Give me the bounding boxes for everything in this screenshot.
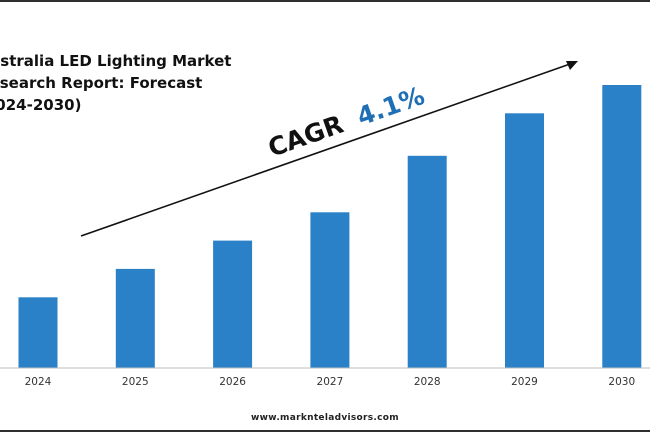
bars-group (18, 85, 642, 369)
x-tick-label-2024: 2024 (25, 376, 52, 388)
bar-2025 (115, 268, 155, 368)
x-tick-label-2026: 2026 (219, 376, 246, 388)
bottom-border (0, 430, 650, 432)
website-footer: www.marknteladvisors.com (251, 413, 399, 423)
chart-title-line-1: Australia LED Lighting Market (0, 52, 232, 70)
cagr-label: CAGR (264, 110, 347, 163)
chart-title: Australia LED Lighting Market Research R… (0, 50, 238, 116)
x-tick-label-2029: 2029 (511, 376, 538, 388)
chart-title-line-2: Research Report: Forecast (0, 74, 203, 92)
x-tick-label-2030: 2030 (608, 376, 635, 388)
x-tick-label-2028: 2028 (414, 376, 441, 388)
bar-2029 (505, 113, 544, 368)
bar-2030 (602, 85, 642, 368)
cagr-value: 4.1% (353, 81, 428, 131)
bar-2024 (18, 297, 58, 369)
x-tick-label-2025: 2025 (122, 376, 149, 388)
x-tick-label-2027: 2027 (317, 376, 344, 388)
cagr-annotation: CAGR 4.1% (80, 61, 578, 237)
arrow-head-icon (566, 61, 578, 70)
chart-title-line-3: (2024-2030) (0, 96, 82, 114)
bar-2027 (310, 212, 350, 368)
bar-2028 (407, 155, 447, 369)
cagr-trend-arrow (80, 63, 571, 237)
x-tick-labels: 2024 2025 2026 2027 2028 2029 2030 (25, 376, 636, 388)
top-border (0, 0, 650, 2)
bar-2026 (213, 240, 253, 368)
